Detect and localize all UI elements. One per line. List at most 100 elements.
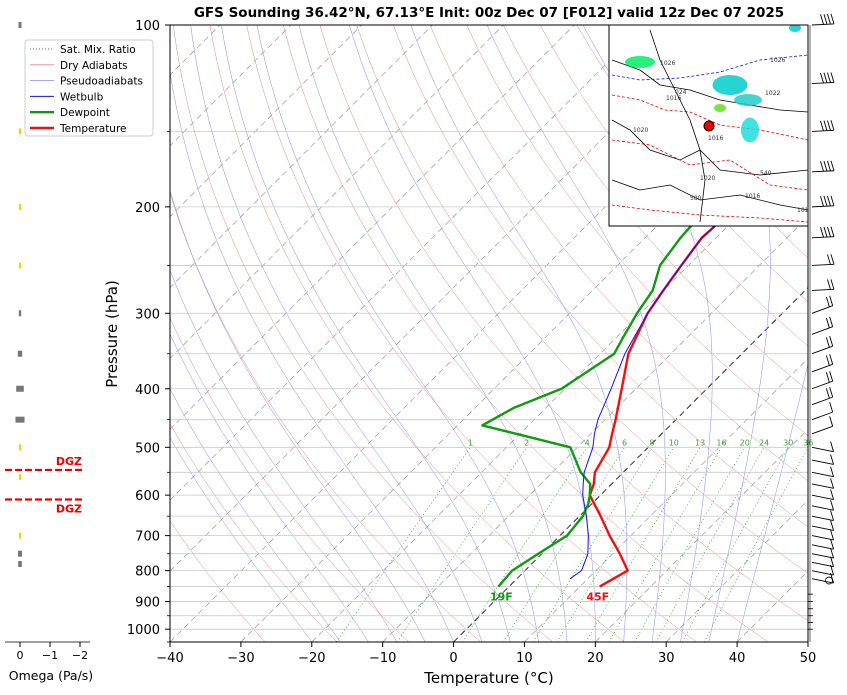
wind-barb-flag [826, 355, 829, 365]
mixing-ratio-line [586, 447, 700, 642]
wind-barb-flag [831, 520, 834, 530]
dgz-label: DGZ [56, 455, 82, 468]
y-tick-label: 900 [135, 596, 160, 611]
map-contour-label: 1016 [745, 193, 760, 200]
wind-barb-flag [830, 416, 833, 426]
mixing-ratio-label: 2 [524, 438, 529, 447]
wind-barb-flag [830, 296, 833, 306]
dry-adiabat-line [137, 25, 481, 642]
y-tick-label: 600 [135, 489, 160, 504]
y-tick-label: 700 [135, 530, 160, 545]
legend-label: Pseudoadiabats [60, 76, 143, 88]
surface-temperature-label: 45F [586, 591, 609, 604]
wind-barb-staff [812, 571, 834, 575]
wind-barb-flag [831, 72, 834, 82]
map-contour-label: 1026 [660, 60, 675, 67]
wind-barb-flag [826, 337, 829, 347]
wind-calm-circle [826, 577, 833, 584]
map-precip-area [714, 104, 726, 112]
wind-barb-flag [824, 73, 827, 83]
wind-barb-flag [831, 490, 834, 500]
pseudoadiabat-line [299, 25, 567, 642]
wind-barb-flag [831, 161, 834, 171]
omega-axis-label: Omega (Pa/s) [9, 668, 93, 683]
chart-title: GFS Sounding 36.42°N, 67.13°E Init: 00z … [194, 5, 784, 21]
mixing-ratio-line [656, 447, 764, 642]
wind-barb-flag [827, 14, 830, 24]
map-precip-area [625, 56, 655, 68]
x-tick-label: −30 [227, 651, 254, 666]
omega-bar [19, 262, 21, 268]
wind-barb-flag [826, 297, 829, 307]
pseudoadiabat-line [411, 25, 627, 642]
pseudoadiabat-line [118, 25, 396, 642]
omega-bar [18, 551, 22, 557]
x-tick-label: 50 [800, 651, 817, 666]
y-tick-label: 800 [135, 565, 160, 580]
mixing-ratio-line [682, 447, 788, 642]
mixing-ratio-line [463, 447, 587, 642]
omega-tick-label: 0 [17, 649, 24, 662]
omega-bar [19, 22, 22, 28]
surface-dewpoint-label: 19F [490, 591, 513, 604]
dry-adiabat-line [173, 25, 552, 642]
x-tick-label: 10 [516, 651, 533, 666]
omega-tick-label: −1 [42, 649, 58, 662]
wind-barb-flag [820, 121, 823, 131]
map-contour-label: 540 [760, 170, 772, 177]
omega-bar [19, 310, 21, 316]
wind-barb-flag [824, 227, 827, 237]
dgz-label: DGZ [56, 502, 82, 515]
wind-barb-flag [831, 511, 834, 521]
omega-bar [19, 444, 21, 450]
mixing-ratio-line [397, 447, 527, 642]
mixing-ratio-label: 16 [716, 438, 726, 447]
omega-bar [16, 417, 25, 423]
x-tick-label: −40 [156, 651, 183, 666]
map-contour-label: 1016 [666, 95, 681, 102]
wind-barb-staff [812, 516, 834, 520]
wind-barb-staff [812, 579, 834, 583]
x-tick-label: 20 [587, 651, 604, 666]
wind-barb-flag [826, 372, 829, 382]
wind-barb-staff [812, 526, 834, 530]
pseudoadiabat-line [164, 25, 454, 642]
wind-barb-flag [827, 280, 830, 290]
mixing-ratio-label: 1 [468, 438, 473, 447]
wind-barb-flag [831, 14, 834, 24]
mixing-ratio-label: 8 [649, 438, 654, 447]
omega-bar [19, 204, 21, 210]
mixing-ratio-line [503, 447, 624, 642]
wind-barb-flag [831, 227, 834, 237]
x-tick-label: −10 [369, 651, 396, 666]
map-contour-label: 1020 [700, 175, 715, 182]
isotherm-line [0, 25, 7, 642]
map-contour-label: 1016 [708, 135, 723, 142]
pseudoadiabat-line [349, 25, 595, 642]
legend-label: Temperature [59, 123, 127, 135]
x-tick-label: −20 [298, 651, 325, 666]
mixing-ratio-label: 10 [669, 438, 679, 447]
x-axis-label: Temperature (°C) [423, 669, 553, 687]
wind-barb-flag [830, 371, 833, 381]
map-contour-label: 1026 [770, 57, 785, 64]
wind-barb-staff [812, 289, 834, 290]
y-tick-label: 200 [135, 201, 160, 216]
wind-barb-flag [831, 500, 834, 510]
dry-adiabat-line [834, 25, 847, 642]
omega-tick-label: −2 [72, 649, 88, 662]
wind-barb-staff [812, 460, 834, 464]
wind-barb-flag [824, 161, 827, 171]
y-axis-label: Pressure (hPa) [103, 280, 121, 388]
wind-barb-flag [826, 318, 829, 328]
mixing-ratio-label: 24 [759, 438, 769, 447]
mixing-ratio-label: 4 [585, 438, 590, 447]
mixing-ratio-label: 30 [783, 438, 793, 447]
omega-bar [19, 533, 21, 539]
mixing-ratio-label: 6 [622, 438, 627, 447]
wind-barb-staff [812, 472, 834, 476]
